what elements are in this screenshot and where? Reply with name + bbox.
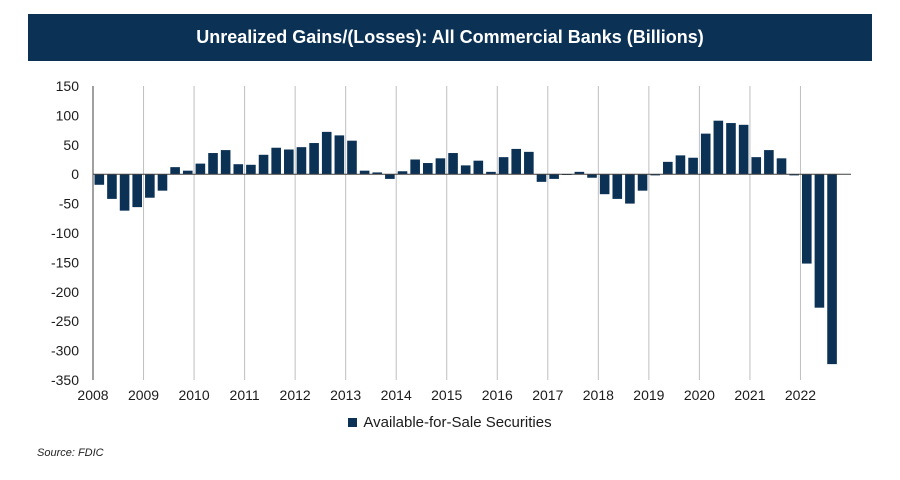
bar [208, 153, 218, 175]
chart-title: Unrealized Gains/(Losses): All Commercia… [196, 27, 704, 47]
bar [549, 174, 559, 179]
bar [372, 172, 383, 175]
x-tick-label: 2010 [178, 387, 209, 403]
bar [284, 149, 294, 175]
bar [587, 174, 597, 178]
y-tick-label: -200 [51, 284, 79, 300]
bar [650, 174, 660, 176]
bar [220, 150, 231, 175]
bar [107, 174, 117, 199]
bar [637, 174, 648, 191]
bar [347, 140, 357, 175]
bar [764, 150, 774, 175]
bar [157, 174, 168, 191]
x-tick-label: 2020 [684, 387, 715, 403]
bar [321, 131, 332, 175]
x-tick-label: 2019 [633, 387, 664, 403]
bar [233, 164, 244, 175]
bar [422, 163, 433, 175]
x-tick-label: 2011 [230, 387, 260, 403]
bar [713, 120, 724, 175]
x-tick-label: 2018 [583, 387, 614, 403]
bar [486, 171, 496, 175]
y-tick-label: -150 [51, 254, 79, 270]
bar [789, 174, 799, 176]
bar [182, 170, 193, 175]
bar [814, 174, 825, 308]
x-tick-label: 2008 [77, 387, 108, 403]
bar [511, 148, 522, 175]
x-tick-label: 2013 [330, 387, 361, 403]
y-tick-label: 0 [71, 166, 79, 182]
bar [271, 147, 281, 175]
bar [448, 153, 458, 175]
bar [258, 154, 269, 175]
y-tick-label: 100 [56, 107, 80, 123]
x-tick-label: 2017 [532, 387, 563, 403]
bar [776, 158, 787, 175]
bar [460, 165, 471, 175]
bar [675, 155, 686, 175]
bar [688, 157, 698, 175]
bar [827, 174, 837, 365]
bar [612, 174, 623, 199]
bar [145, 174, 155, 198]
bar [246, 164, 256, 175]
bar [751, 157, 762, 175]
y-tick-label: -350 [51, 372, 79, 388]
x-tick-label: 2012 [280, 387, 311, 403]
bar [801, 174, 812, 264]
bar [738, 124, 749, 175]
bar [94, 174, 105, 185]
y-tick-label: -250 [51, 313, 79, 329]
y-tick-label: 50 [63, 137, 79, 153]
legend-label: Available-for-Sale Securities [363, 414, 552, 431]
bar [599, 174, 610, 195]
bar [397, 171, 408, 175]
bar [536, 174, 547, 182]
bar [473, 160, 484, 175]
y-tick-label: -50 [59, 196, 79, 212]
bar [170, 167, 180, 175]
x-tick-label: 2014 [381, 387, 412, 403]
bar [726, 123, 736, 175]
bar [574, 171, 585, 175]
x-tick-label: 2022 [785, 387, 816, 403]
legend: Available-for-Sale Securities [0, 414, 900, 431]
bar [385, 174, 395, 179]
source-note: Source: FDIC [37, 447, 104, 459]
bar [663, 161, 673, 175]
y-tick-label: 150 [56, 78, 80, 94]
x-tick-label: 2015 [431, 387, 462, 403]
bar [524, 151, 534, 175]
legend-swatch [348, 418, 358, 427]
bar [435, 158, 446, 175]
bar [359, 170, 370, 175]
y-tick-label: -300 [51, 343, 79, 359]
bar [700, 133, 711, 175]
x-tick-label: 2016 [482, 387, 513, 403]
y-tick-label: -100 [51, 225, 79, 241]
x-tick-label: 2009 [128, 387, 159, 403]
bar [195, 163, 206, 175]
bar [498, 157, 509, 175]
bar [309, 143, 319, 175]
title-bar: Unrealized Gains/(Losses): All Commercia… [28, 14, 872, 61]
x-tick-label: 2021 [734, 387, 765, 403]
bar [119, 174, 130, 211]
bar [625, 174, 635, 204]
bar [334, 135, 345, 175]
bar [132, 174, 143, 208]
bar [296, 147, 307, 175]
bar [410, 159, 420, 175]
